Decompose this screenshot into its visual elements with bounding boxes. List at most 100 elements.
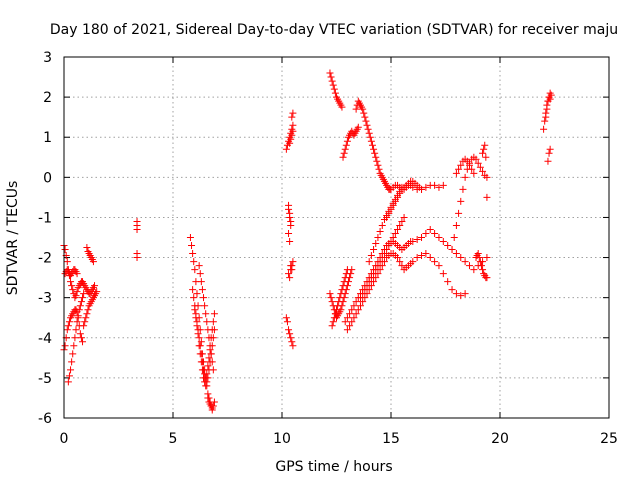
data-point bbox=[63, 326, 71, 334]
series-cluster-10h-a bbox=[282, 109, 297, 153]
data-point bbox=[481, 141, 489, 149]
data-point bbox=[470, 266, 478, 274]
data-point bbox=[75, 306, 83, 314]
data-point bbox=[541, 117, 549, 125]
data-point bbox=[343, 326, 351, 334]
data-point bbox=[413, 254, 421, 262]
data-point bbox=[373, 157, 381, 165]
data-point bbox=[363, 282, 371, 290]
data-point bbox=[333, 306, 340, 314]
data-point bbox=[69, 286, 77, 294]
y-tick-labels: -6 -5 -4 -3 -2 -1 0 1 2 3 bbox=[38, 50, 52, 427]
data-point bbox=[367, 274, 375, 282]
data-point bbox=[286, 330, 294, 338]
data-point bbox=[380, 250, 388, 258]
data-point bbox=[383, 246, 391, 254]
data-point bbox=[387, 205, 395, 213]
data-point bbox=[422, 250, 430, 258]
data-point bbox=[396, 258, 404, 266]
data-point bbox=[544, 157, 552, 165]
data-point bbox=[367, 252, 375, 260]
data-point bbox=[195, 262, 203, 270]
data-point bbox=[74, 312, 82, 320]
data-point bbox=[204, 362, 212, 370]
data-point bbox=[210, 398, 218, 406]
y-axis-label: SDTVAR / TECUs bbox=[5, 181, 21, 296]
y-tick-label: -3 bbox=[38, 291, 52, 307]
data-point bbox=[203, 318, 211, 326]
data-point bbox=[330, 314, 338, 322]
plot-frame bbox=[63, 56, 610, 419]
data-point bbox=[328, 298, 336, 306]
data-point bbox=[444, 242, 452, 250]
data-point bbox=[326, 290, 334, 298]
data-point bbox=[67, 278, 75, 286]
data-point bbox=[444, 278, 452, 286]
data-point bbox=[194, 330, 202, 338]
data-point bbox=[196, 350, 204, 358]
data-point bbox=[202, 382, 210, 390]
data-point bbox=[67, 366, 75, 374]
data-point bbox=[203, 378, 211, 386]
data-point bbox=[435, 183, 443, 191]
data-point bbox=[479, 266, 487, 274]
data-point bbox=[378, 221, 386, 229]
data-point bbox=[352, 298, 360, 306]
data-point bbox=[286, 238, 294, 246]
data-point bbox=[335, 298, 343, 306]
data-point bbox=[73, 288, 81, 296]
data-point bbox=[289, 109, 297, 117]
data-point bbox=[79, 338, 87, 346]
series-cluster-6h-e bbox=[204, 394, 218, 412]
data-point bbox=[376, 227, 384, 235]
data-point bbox=[73, 270, 81, 278]
data-point bbox=[204, 326, 212, 334]
y-tick-label: -2 bbox=[38, 251, 52, 267]
data-point bbox=[346, 310, 354, 318]
series-cluster-13h-a bbox=[339, 123, 362, 161]
data-point bbox=[391, 197, 399, 205]
data-point bbox=[282, 314, 290, 322]
data-point bbox=[91, 282, 99, 290]
series-cluster-15h bbox=[383, 177, 426, 221]
data-point bbox=[367, 137, 375, 145]
data-point bbox=[426, 254, 434, 262]
data-point bbox=[198, 286, 206, 294]
data-point bbox=[209, 366, 217, 374]
y-tick-label: -6 bbox=[38, 411, 52, 427]
data-point bbox=[69, 350, 77, 358]
data-point bbox=[205, 354, 213, 362]
series-cluster-0h-c bbox=[64, 290, 88, 386]
data-point bbox=[422, 229, 430, 237]
x-tick-label: 15 bbox=[382, 431, 400, 447]
data-point bbox=[340, 149, 348, 157]
data-point bbox=[191, 306, 199, 314]
data-point bbox=[72, 326, 80, 334]
data-point bbox=[448, 246, 456, 254]
data-point bbox=[359, 105, 367, 113]
y-tick-label: 3 bbox=[43, 50, 52, 66]
data-point bbox=[70, 342, 78, 350]
data-point bbox=[328, 77, 336, 85]
data-point bbox=[339, 153, 347, 161]
data-point bbox=[546, 145, 554, 153]
data-point bbox=[282, 145, 290, 153]
data-point bbox=[196, 270, 204, 278]
data-point bbox=[286, 139, 294, 147]
data-point bbox=[480, 145, 488, 153]
data-point bbox=[63, 258, 71, 266]
data-point bbox=[197, 338, 205, 346]
data-point bbox=[389, 234, 397, 241]
data-point bbox=[289, 258, 297, 266]
data-point bbox=[82, 314, 90, 322]
data-point bbox=[76, 302, 84, 310]
data-point bbox=[374, 234, 382, 241]
data-point bbox=[370, 145, 378, 153]
data-point bbox=[64, 378, 72, 386]
data-point bbox=[286, 213, 294, 221]
data-point bbox=[77, 298, 85, 306]
data-point bbox=[364, 125, 372, 133]
y-tick-label: -4 bbox=[38, 331, 52, 347]
data-point bbox=[472, 155, 480, 163]
data-point bbox=[348, 306, 356, 314]
